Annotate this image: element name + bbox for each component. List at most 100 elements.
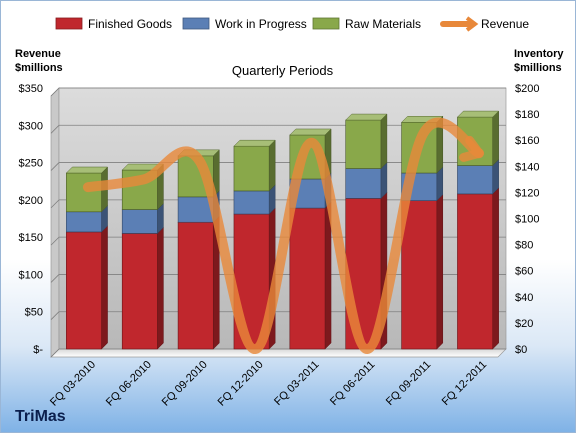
chart-title: Quarterly Periods [232, 63, 334, 78]
right-tick-label: $0 [515, 344, 527, 356]
right-tick-label: $60 [515, 266, 533, 278]
gridline-side-3 [50, 236, 60, 246]
revenue-point-FQ 09-2010 [198, 159, 202, 163]
bar-segment [401, 200, 438, 350]
x-tick-label: FQ 12-2011 [440, 359, 489, 408]
bar-segment [233, 145, 270, 192]
right-tick-label: $40 [515, 292, 533, 304]
bar-segment [66, 211, 102, 233]
gridline-side-7 [50, 87, 60, 97]
legend: Finished Goods Work in Progress Raw Materi… [55, 16, 529, 32]
revenue-point-FQ 06-2011 [365, 347, 369, 351]
bar-segment [177, 196, 214, 223]
x-tick-label: FQ 03-2010 [48, 359, 98, 409]
left-tick-label: $300 [19, 120, 43, 132]
bar-segment-top [233, 139, 276, 147]
bar-segment-top [456, 110, 500, 118]
right-axis-title-line2: $millions [514, 62, 562, 74]
left-tick-label: $50 [25, 307, 43, 319]
plot-side-wall [50, 87, 60, 358]
brand-logo: TriMas [15, 408, 66, 425]
left-axis-title-line2: $millions [15, 62, 63, 74]
bar-segment-side [268, 139, 276, 192]
left-axis-title-line1: Revenue [15, 48, 61, 60]
left-tick-label: $200 [19, 195, 43, 207]
bars [65, 110, 500, 350]
bar-segment [233, 190, 270, 215]
bar-stack-FQ 09-2011 [400, 115, 444, 350]
gridline-side-4 [50, 199, 60, 209]
x-tick-label: FQ 09-2011 [384, 359, 433, 408]
bar-segment-side [436, 193, 444, 350]
x-tick-label: FQ 03-2011 [272, 359, 321, 408]
x-tick-label: FQ 12-2010 [216, 359, 266, 409]
revenue-point-FQ 12-2010 [254, 347, 258, 351]
right-tick-label: $120 [515, 187, 539, 199]
left-tick-label: $250 [19, 158, 43, 170]
bar-segment-side [101, 225, 108, 350]
bar-segment [121, 233, 158, 350]
x-tick-labels: FQ 03-2010 FQ 06-2010 FQ 09-2010 FQ 12-2010… [48, 359, 489, 409]
left-tick-label: $100 [19, 269, 43, 281]
bar-segment [457, 193, 493, 350]
bar-segment-side [324, 201, 332, 350]
right-tick-label: $200 [515, 83, 539, 95]
chart-titles: Revenue $millions Inventory $millions Quarte… [15, 48, 564, 425]
left-tick-label: $350 [19, 83, 43, 95]
legend-label-0: Finished Goods [88, 17, 172, 31]
legend-label-revenue: Revenue [481, 17, 529, 31]
bar-stack-FQ 06-2010 [121, 163, 165, 350]
axes: $- $50 $100 $150 $200 $250 $300 $350 $0 $20 $40 $60… [19, 83, 540, 356]
bar-segment-top [289, 128, 332, 136]
legend-swatch-1 [182, 17, 210, 30]
x-tick-label: FQ 09-2010 [160, 359, 210, 409]
right-tick-label: $180 [515, 109, 539, 121]
legend-arrow-revenue [465, 16, 479, 32]
legend-swatch-0 [55, 17, 83, 30]
x-tick-label: FQ 06-2010 [104, 359, 154, 409]
legend-swatch-2 [312, 17, 340, 30]
bar-segment-top [345, 113, 388, 121]
legend-label-2: Raw Materials [345, 17, 421, 31]
gridline-side-5 [50, 162, 60, 171]
gridline-side-0 [50, 348, 60, 358]
gridline-side-2 [50, 274, 60, 283]
bar-stack-FQ 09-2010 [177, 149, 220, 350]
left-tick-label: $150 [19, 232, 43, 244]
bar-segment [289, 207, 326, 350]
legend-label-1: Work in Progress [215, 17, 307, 31]
bar-stack-FQ 03-2010 [65, 166, 109, 350]
bar-segment-side [492, 187, 499, 350]
bar-segment-side [380, 113, 388, 170]
right-tick-label: $140 [515, 161, 539, 173]
revenue-arrowhead [459, 135, 484, 162]
bar-segment [345, 119, 382, 169]
gridline-side-6 [50, 125, 60, 134]
bar-segment-side [157, 226, 164, 350]
plot-floor [50, 348, 507, 358]
right-tick-label: $80 [515, 240, 533, 252]
x-tick-label: FQ 06-2011 [328, 359, 377, 408]
revenue-point-FQ 03-2010 [86, 185, 90, 189]
bar-segment [457, 165, 493, 195]
revenue-point-FQ 06-2010 [142, 177, 146, 181]
revenue-line [82, 117, 485, 354]
revenue-point-FQ 09-2011 [421, 132, 425, 136]
bar-segment [121, 209, 158, 234]
left-tick-label: $- [33, 344, 43, 356]
revenue-line-layer [82, 117, 485, 354]
right-tick-label: $160 [515, 135, 539, 147]
bar-segment [177, 221, 214, 350]
gridline-side-1 [50, 311, 60, 320]
right-axis-title-line1: Inventory [514, 48, 564, 60]
bar-segment-side [492, 110, 499, 167]
bar-segment [66, 231, 102, 350]
bar-segment [66, 172, 102, 213]
revenue-point-FQ 03-2011 [309, 141, 313, 145]
right-tick-label: $20 [515, 318, 533, 330]
bar-segment-top [65, 166, 109, 174]
bar-segment [345, 168, 382, 199]
right-tick-label: $100 [515, 214, 539, 226]
